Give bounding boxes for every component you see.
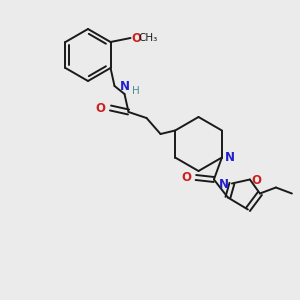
Text: N: N (119, 80, 130, 93)
Text: O: O (95, 101, 106, 115)
Text: H: H (131, 86, 139, 96)
Text: O: O (181, 171, 191, 184)
Text: N: N (225, 151, 235, 164)
Text: O: O (251, 174, 261, 187)
Text: CH₃: CH₃ (139, 33, 158, 43)
Text: N: N (219, 178, 229, 191)
Text: O: O (131, 32, 142, 44)
